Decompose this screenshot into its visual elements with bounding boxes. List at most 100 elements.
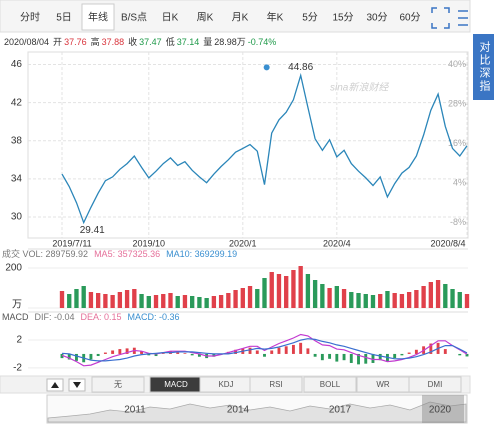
up-arrow — [51, 382, 59, 388]
volume-bar — [182, 295, 188, 308]
macd-bar — [111, 350, 115, 354]
volume-bar — [95, 293, 101, 308]
macd-bar — [306, 348, 310, 354]
plot-frame — [27, 51, 469, 239]
y-tick-label: 万 — [12, 300, 22, 311]
indicator-tab[interactable] — [91, 376, 145, 393]
volume-bar — [190, 296, 195, 308]
volume-bar — [139, 294, 144, 308]
macd-bar — [299, 342, 303, 354]
volume-bar — [88, 292, 94, 308]
tab[interactable]: 30分 — [366, 12, 387, 24]
macd-bar — [255, 350, 259, 354]
volume-bar — [117, 292, 123, 308]
macd-bar — [320, 353, 324, 361]
volume-bar — [320, 284, 325, 308]
tab[interactable]: 年线 — [88, 11, 108, 24]
macd-bar — [147, 353, 151, 356]
macd-bar — [443, 349, 447, 354]
high-label: 44.86 — [288, 62, 313, 73]
y-tick-label: 30 — [11, 212, 23, 223]
volume-bar — [349, 292, 354, 308]
compare-button[interactable]: 对比深指 — [473, 34, 494, 100]
info-value: 37.14 — [177, 37, 200, 47]
down-arrow — [73, 382, 81, 388]
indicator-tab-label: MACD — [164, 380, 188, 389]
macd-line — [61, 333, 468, 367]
macd-bar — [371, 353, 375, 363]
macd-bar — [103, 352, 107, 354]
tab[interactable]: B/S点 — [121, 12, 147, 24]
macd-bar — [234, 349, 238, 354]
volume-bar — [81, 286, 86, 308]
volume-bar — [385, 291, 390, 308]
navigator-label: 2014 — [227, 405, 250, 416]
volume-bar — [168, 293, 173, 308]
volume-bar — [457, 292, 462, 308]
volume-bar — [269, 272, 274, 308]
macd-bar — [89, 353, 93, 360]
volume-bar — [255, 289, 260, 308]
macd-bar — [183, 353, 187, 354]
volume-legend: 成交 VOL: 289759.92 MA5: 357325.36 MA10: 369… — [2, 248, 237, 259]
info-value: -0.74% — [248, 37, 277, 47]
volume-bar — [327, 288, 332, 308]
volume-bar — [211, 296, 217, 308]
macd-bar — [465, 353, 469, 357]
volume-bar — [291, 270, 296, 308]
info-label: 量 — [203, 37, 212, 47]
volume-bar — [240, 288, 245, 308]
macd-bar — [284, 346, 288, 354]
tab[interactable]: 5分 — [302, 12, 318, 24]
macd-bar — [407, 352, 411, 354]
macd-bar — [335, 353, 339, 362]
tab[interactable]: 年K — [267, 11, 284, 24]
volume-bar — [124, 290, 130, 308]
y-tick-label: 38 — [11, 135, 23, 146]
macd-bar — [140, 351, 143, 354]
macd-line — [61, 338, 468, 362]
volume-bar — [103, 294, 108, 308]
y-tick-label: 46 — [11, 59, 23, 70]
tab[interactable]: 月K — [232, 12, 249, 24]
price-line — [61, 72, 468, 225]
macd-bar — [414, 349, 418, 354]
legend-entry: DEA: 0.15 — [81, 312, 122, 322]
indicator-tab[interactable] — [303, 376, 357, 393]
settings-icon[interactable] — [458, 10, 468, 26]
tab[interactable]: 5日 — [56, 13, 72, 24]
macd-bar — [197, 353, 201, 357]
volume-bar — [341, 289, 347, 308]
macd-bar — [248, 347, 252, 354]
tab[interactable]: 60分 — [399, 12, 420, 24]
macd-bar — [75, 353, 78, 361]
macd-bar — [270, 350, 274, 354]
tab[interactable]: 分时 — [20, 12, 40, 24]
macd-bar — [393, 353, 397, 359]
y2-tick-label: 4% — [453, 178, 466, 188]
info-value: 37.88 — [102, 37, 125, 47]
tab[interactable]: 日K — [162, 13, 179, 24]
info-value: 37.47 — [139, 37, 162, 47]
volume-bar — [464, 294, 470, 308]
navigator-window[interactable] — [422, 395, 464, 423]
volume-bar — [334, 286, 339, 308]
indicator-tab[interactable] — [408, 376, 462, 393]
macd-bar — [263, 353, 266, 357]
volume-bar — [421, 286, 426, 308]
fullscreen-icon[interactable] — [431, 7, 450, 29]
volume-bar — [233, 290, 238, 308]
volume-bar — [392, 293, 397, 308]
indicator-tab-label: BOLL — [320, 380, 341, 389]
indicator-tab-label: DMI — [428, 380, 443, 389]
volume-bar — [74, 289, 79, 308]
tab[interactable]: 15分 — [332, 12, 353, 24]
indicator-tab[interactable] — [249, 376, 303, 393]
x-tick-label: 2020/4 — [323, 238, 351, 248]
volume-bar — [298, 266, 303, 308]
macd-bar — [212, 353, 216, 357]
volume-bar — [67, 294, 72, 308]
tab[interactable]: 周K — [197, 12, 214, 24]
